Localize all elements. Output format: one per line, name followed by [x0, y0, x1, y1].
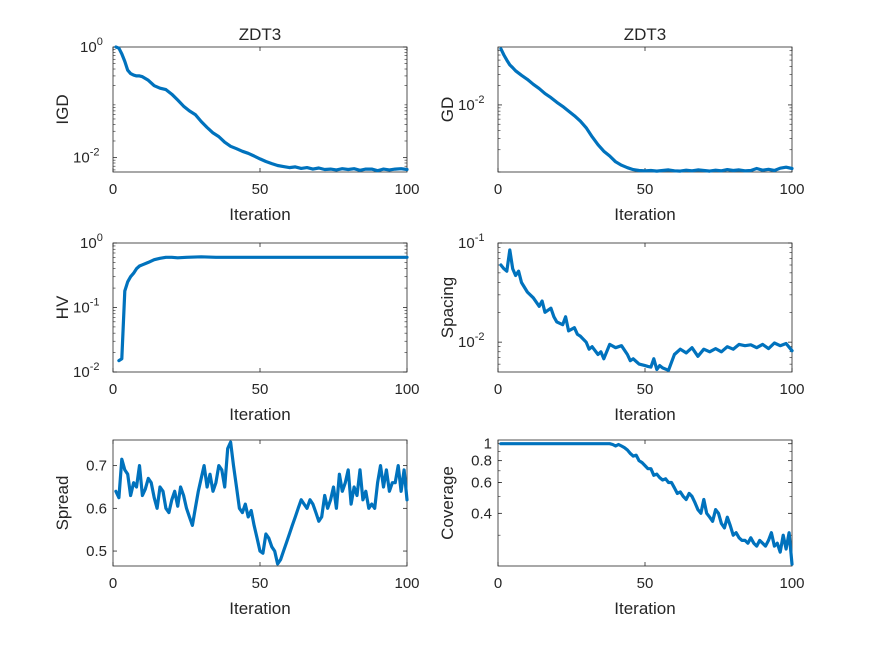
y-tick-label: 100 — [80, 36, 103, 56]
y-tick-label: 0.6 — [86, 500, 107, 517]
x-tick-label: 50 — [252, 381, 269, 398]
y-tick-label: 0.8 — [471, 453, 492, 470]
subplot-gd: 0 50 100 10-2 Iteration GD ZDT3 — [438, 25, 805, 224]
x-tick-label: 0 — [109, 381, 117, 398]
series-line-spread — [114, 440, 409, 566]
y-tick-label: 0.7 — [86, 458, 107, 475]
x-tick-label: 100 — [394, 181, 419, 198]
axes-box — [497, 439, 793, 567]
x-axis-label: Iteration — [229, 405, 290, 424]
x-tick-label: 0 — [109, 181, 117, 198]
y-tick-label: 10-2 — [73, 361, 99, 381]
x-tick-label: 100 — [394, 381, 419, 398]
y-axis-label: HV — [53, 295, 72, 319]
axes-box — [112, 46, 408, 173]
axes-box — [497, 242, 793, 373]
y-axis-label: GD — [438, 97, 457, 123]
subplot-title: ZDT3 — [239, 25, 282, 44]
series-line-coverage — [499, 442, 794, 566]
y-tick-label: 0.6 — [471, 475, 492, 492]
subplot-igd: 0 50 100 10-2 100 Iteration IGD ZDT3 — [53, 25, 420, 224]
x-tick-label: 100 — [779, 381, 804, 398]
x-axis-label: Iteration — [229, 205, 290, 224]
x-tick-label: 50 — [637, 575, 654, 592]
x-tick-label: 0 — [494, 575, 502, 592]
x-axis-label: Iteration — [614, 599, 675, 618]
axes-box — [112, 242, 408, 373]
x-axis-label: Iteration — [614, 405, 675, 424]
subplot-title: ZDT3 — [624, 25, 667, 44]
subplot-hv: 0 50 100 10-2 10-1 100 Iteration HV — [53, 232, 420, 424]
y-tick-label: 1 — [484, 436, 492, 453]
y-tick-label: 0.5 — [86, 543, 107, 560]
y-axis-label: IGD — [53, 94, 72, 124]
series-line-spacing — [499, 248, 794, 372]
y-tick-label: 10-2 — [73, 147, 99, 167]
subplot-spacing: 0 50 100 10-2 10-1 Iteration Spacing — [438, 232, 805, 424]
axes-box — [497, 46, 793, 173]
x-tick-label: 100 — [394, 575, 419, 592]
x-tick-label: 100 — [779, 575, 804, 592]
x-axis-label: Iteration — [614, 205, 675, 224]
x-tick-label: 0 — [109, 575, 117, 592]
x-tick-label: 0 — [494, 181, 502, 198]
y-tick-label: 10-1 — [73, 297, 99, 317]
x-tick-label: 100 — [779, 181, 804, 198]
subplot-coverage: 0 50 100 0.4 0.6 0.81 Iteration Coverage — [438, 436, 805, 618]
x-tick-label: 0 — [494, 381, 502, 398]
y-tick-label: 100 — [80, 232, 103, 252]
series-line-igd — [114, 45, 409, 173]
y-tick-label: 10-2 — [458, 331, 484, 351]
y-axis-label: Spacing — [438, 277, 457, 338]
x-axis-label: Iteration — [229, 599, 290, 618]
x-tick-label: 50 — [637, 181, 654, 198]
series-line-hv — [117, 255, 409, 363]
y-tick-label: 10-1 — [458, 232, 484, 252]
y-axis-label: Coverage — [438, 466, 457, 540]
subplot-spread: 0 50 100 0.5 0.6 0.7 Iteration Spread — [53, 439, 420, 618]
y-tick-label: 0.4 — [471, 505, 492, 522]
x-tick-label: 50 — [252, 575, 269, 592]
x-tick-label: 50 — [252, 181, 269, 198]
y-axis-label: Spread — [53, 476, 72, 531]
y-tick-label: 10-2 — [458, 94, 484, 114]
series-line-gd — [499, 47, 794, 173]
x-tick-label: 50 — [637, 381, 654, 398]
